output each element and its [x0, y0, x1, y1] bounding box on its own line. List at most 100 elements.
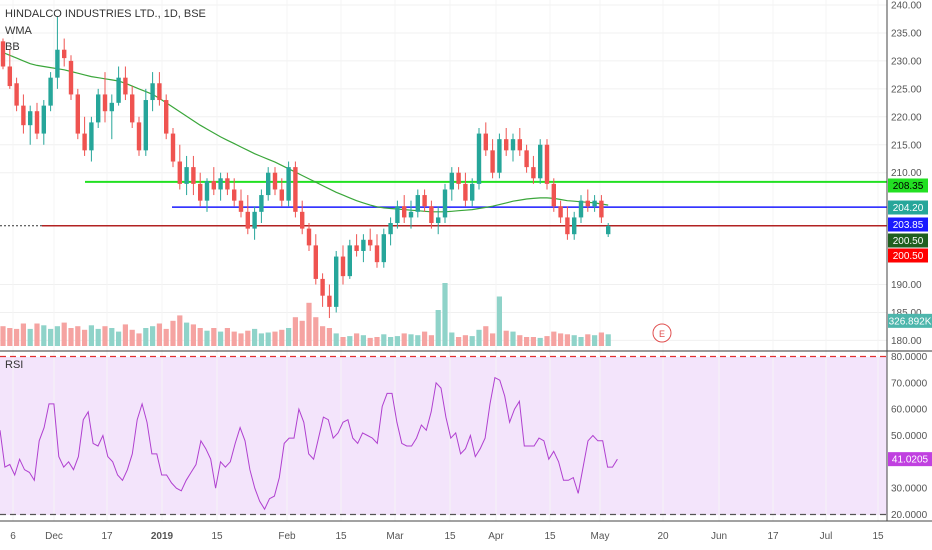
candle [415, 189, 420, 218]
volume-bar [27, 328, 33, 346]
candle-body [415, 195, 420, 212]
volume-bar [224, 328, 230, 346]
time-tick-label: Mar [386, 531, 404, 542]
price-tag-label: 203.85 [893, 220, 924, 231]
volume-bar [122, 324, 128, 346]
volume-bar [449, 332, 455, 346]
time-tick-label: 6 [10, 531, 16, 542]
volume-bar [136, 333, 142, 346]
volume-bar [61, 322, 67, 346]
rsi-pane-label[interactable]: RSI [5, 359, 24, 371]
volume-bar [401, 333, 407, 346]
price-tag-box [888, 233, 928, 248]
wma-line [2, 51, 609, 213]
volume-bar [571, 335, 577, 346]
candle [517, 127, 522, 156]
time-tick-label: May [591, 531, 610, 542]
candle [28, 105, 33, 145]
time-tick-label: 17 [767, 531, 779, 542]
candle [293, 161, 298, 218]
price-tag-box [888, 178, 928, 193]
candle [340, 245, 346, 285]
rsi-levels [0, 355, 887, 516]
time-tick-label: 15 [444, 531, 456, 542]
candle-body [585, 200, 590, 207]
price-tag: 200.50 [888, 233, 928, 248]
candle-body [211, 181, 216, 190]
volume-tag-box [888, 313, 932, 328]
candle-body [259, 195, 264, 212]
candle [96, 88, 101, 128]
candle [177, 144, 182, 190]
volume-bar [530, 337, 536, 346]
volume-bar [211, 328, 217, 346]
volume-bar [340, 337, 346, 346]
volume-bar [95, 328, 101, 346]
volume-bar [150, 326, 156, 346]
price-tag-label: 208.35 [893, 181, 924, 192]
volume-bar [558, 333, 564, 346]
candle-body [28, 111, 33, 126]
volume-bar [68, 328, 74, 346]
candles [0, 16, 611, 319]
candle [245, 195, 250, 235]
candle-body [361, 239, 366, 251]
earnings-marker[interactable]: E [652, 323, 672, 343]
volume-bar [415, 335, 421, 346]
volume-bar [428, 335, 434, 346]
candle-body [238, 200, 244, 212]
time-tick-label: 15 [335, 531, 347, 542]
price-tick-label: 180.00 [891, 336, 922, 347]
candle-body [75, 94, 80, 134]
rsi-tick-label: 60.0000 [891, 405, 928, 416]
volume-bar [469, 336, 475, 346]
rsi-axis-ticks: 80.000070.000060.000050.000040.000030.00… [891, 352, 928, 521]
price-tag: 203.85 [888, 217, 928, 232]
candle-body [14, 83, 19, 106]
volume-bar [333, 333, 339, 346]
candle [544, 139, 550, 190]
candle [89, 116, 94, 162]
candle [238, 189, 244, 218]
candle-body [245, 211, 250, 229]
candle-body [136, 122, 142, 151]
symbol-title[interactable]: HINDALCO INDUSTRIES LTD., 1D, BSE [5, 8, 206, 20]
candle-body [300, 211, 305, 229]
candle [585, 189, 590, 212]
candle-body [48, 77, 53, 106]
volume-tag: 326.892K [888, 313, 932, 328]
candle-body [116, 77, 121, 103]
indicator-bb-label[interactable]: BB [5, 41, 20, 53]
volume-bar [374, 337, 380, 346]
candle-body [191, 167, 196, 184]
candle-body [476, 133, 482, 184]
time-tick-label: Dec [45, 531, 63, 542]
volume-bar [231, 331, 237, 346]
candle-body [538, 144, 543, 179]
candle [422, 189, 427, 212]
candle [7, 49, 12, 89]
candle-body [34, 111, 40, 134]
candle-body [463, 183, 468, 201]
price-tag-label: 200.50 [893, 236, 924, 247]
price-tick-label: 215.00 [891, 140, 922, 151]
volume-bar [456, 337, 462, 346]
price-tags: 208.35 204.20 203.85 200.50 200.50 326.892K 41… [888, 178, 932, 467]
candle [599, 195, 604, 224]
candle [157, 72, 162, 106]
candle-body [177, 161, 182, 184]
volume-bar [394, 336, 400, 346]
candle-body [470, 183, 475, 201]
candle-body [510, 139, 516, 151]
candle [136, 116, 142, 156]
volume-bar [252, 328, 258, 346]
candle-body [82, 133, 87, 151]
volume-bar [163, 328, 169, 346]
indicator-wma-label[interactable]: WMA [5, 25, 32, 37]
volume-bar [14, 328, 20, 346]
price-tag-box [888, 200, 928, 215]
candle [286, 161, 291, 207]
price-tick-label: 210.00 [891, 168, 922, 179]
candle-body [327, 295, 332, 307]
